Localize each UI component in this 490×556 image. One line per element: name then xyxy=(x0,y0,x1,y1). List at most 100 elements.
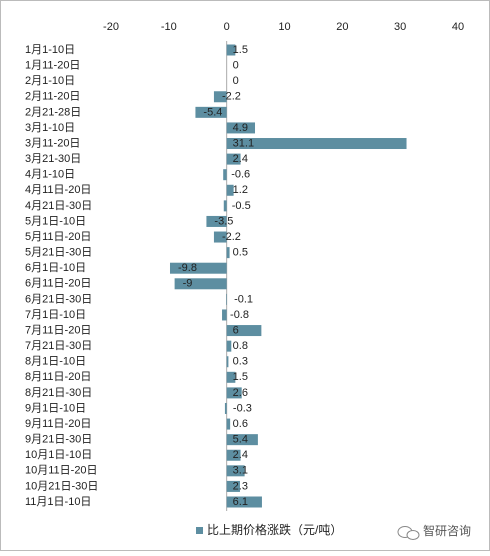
y-tick-label: 1月11-20日 xyxy=(25,59,80,71)
bar xyxy=(226,387,242,399)
y-tick-label: 4月21日-30日 xyxy=(25,200,92,212)
bar xyxy=(223,169,227,181)
y-tick-label: 2月21-28日 xyxy=(25,106,81,118)
bar xyxy=(226,153,241,165)
bar xyxy=(226,418,231,430)
data-label: 0.8 xyxy=(233,340,248,352)
x-tick-label: -20 xyxy=(103,21,119,33)
bar xyxy=(226,371,236,383)
watermark-icon xyxy=(397,526,420,540)
y-tick-label: 7月1日-10日 xyxy=(25,309,86,321)
y-tick-label: 6月21日-30日 xyxy=(25,293,92,305)
bar xyxy=(226,480,240,492)
data-label: 0 xyxy=(233,59,239,71)
y-tick-label: 1月1-10日 xyxy=(25,44,75,56)
data-label: 0 xyxy=(233,75,239,87)
bar xyxy=(226,465,245,477)
y-tick-label: 6月1日-10日 xyxy=(25,262,86,274)
x-tick-label: 20 xyxy=(336,21,348,33)
bar xyxy=(226,496,262,508)
y-tick-label: 6月11日-20日 xyxy=(25,278,91,290)
bar xyxy=(226,293,227,305)
bar xyxy=(174,278,227,290)
data-label: 2.6 xyxy=(233,387,248,399)
y-tick-label: 3月21-30日 xyxy=(25,153,81,165)
y-tick-label: 11月1日-10日 xyxy=(25,496,91,508)
bar xyxy=(223,200,227,212)
y-tick-label: 5月21日-30日 xyxy=(25,247,92,259)
watermark: 智研咨询 xyxy=(423,523,471,538)
bar xyxy=(226,122,256,134)
data-label: -9 xyxy=(183,278,193,290)
y-tick-label: 4月11日-20日 xyxy=(25,184,91,196)
data-label: -0.3 xyxy=(233,402,252,414)
bar xyxy=(195,106,227,118)
bar xyxy=(226,184,234,196)
y-tick-label: 7月21日-30日 xyxy=(25,340,92,352)
data-label: -5.4 xyxy=(203,106,222,118)
bar xyxy=(206,215,227,227)
y-tick-label: 10月21日-30日 xyxy=(25,480,98,492)
data-label: 5.4 xyxy=(233,434,248,446)
x-tick-label: 0 xyxy=(224,21,230,33)
data-label: -0.1 xyxy=(234,293,253,305)
y-tick-label: 10月1日-10日 xyxy=(25,449,92,461)
data-label: -2.2 xyxy=(222,91,241,103)
bar xyxy=(213,91,227,103)
data-label: -0.6 xyxy=(231,169,250,181)
y-tick-label: 9月21日-30日 xyxy=(25,434,92,446)
data-label: 1.5 xyxy=(233,44,248,56)
data-label: -3.5 xyxy=(214,215,233,227)
data-label: 6 xyxy=(233,324,239,336)
legend-label: 比上期价格涨跌（元/吨） xyxy=(207,522,342,537)
bar xyxy=(169,262,227,274)
data-label: 2.4 xyxy=(233,153,248,165)
bar xyxy=(226,356,229,368)
y-tick-label: 4月1-10日 xyxy=(25,169,75,181)
data-label: -2.2 xyxy=(222,231,241,243)
y-tick-label: 5月11日-20日 xyxy=(25,231,91,243)
data-label: 0.6 xyxy=(233,418,248,430)
bar xyxy=(226,449,241,461)
bar xyxy=(224,402,227,414)
legend-swatch xyxy=(196,527,203,534)
data-label: 0.5 xyxy=(233,247,248,259)
y-tick-label: 2月11-20日 xyxy=(25,91,80,103)
y-tick-label: 3月1-10日 xyxy=(25,122,75,134)
data-label: 1.5 xyxy=(233,371,248,383)
y-tick-label: 3月11-20日 xyxy=(25,137,80,149)
data-label: 2.3 xyxy=(233,480,248,492)
y-tick-label: 7月11日-20日 xyxy=(25,324,91,336)
data-label: 3.1 xyxy=(233,465,248,477)
y-tick-label: 2月1-10日 xyxy=(25,75,75,87)
bar xyxy=(226,325,262,337)
x-tick-label: 40 xyxy=(452,21,464,33)
data-label: -0.5 xyxy=(232,200,251,212)
data-label: 4.9 xyxy=(233,122,248,134)
bar xyxy=(226,44,236,56)
data-label: 6.1 xyxy=(233,496,248,508)
y-tick-label: 5月1日-10日 xyxy=(25,215,86,227)
data-label: 2.4 xyxy=(233,449,248,461)
bar xyxy=(213,231,227,243)
bar xyxy=(226,434,258,446)
data-label: -9.8 xyxy=(178,262,197,274)
x-tick-label: 10 xyxy=(278,21,290,33)
x-tick-label: -10 xyxy=(161,21,177,33)
y-tick-label: 8月1日-10日 xyxy=(25,356,86,368)
data-label: -0.8 xyxy=(230,309,249,321)
data-label: 31.1 xyxy=(233,137,254,149)
y-tick-label: 10月11日-20日 xyxy=(25,465,98,477)
bar xyxy=(226,247,230,259)
bar xyxy=(222,309,227,321)
data-label: 0.3 xyxy=(233,356,248,368)
y-tick-label: 8月21日-30日 xyxy=(25,387,92,399)
y-tick-label: 9月1日-10日 xyxy=(25,402,86,414)
x-tick-label: 30 xyxy=(394,21,406,33)
bar xyxy=(226,340,232,352)
y-tick-label: 9月11日-20日 xyxy=(25,418,91,430)
bar xyxy=(226,138,407,150)
y-tick-label: 8月11日-20日 xyxy=(25,371,91,383)
